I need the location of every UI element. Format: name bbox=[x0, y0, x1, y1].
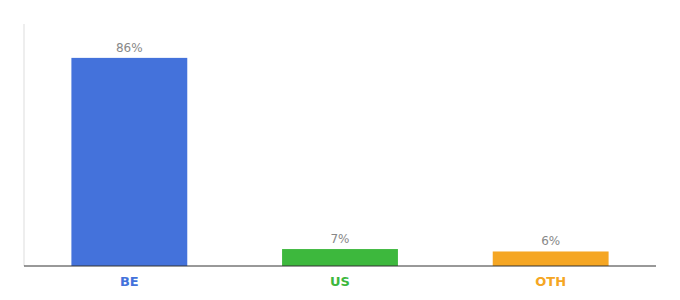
bar bbox=[71, 58, 187, 266]
data-label: 6% bbox=[541, 234, 560, 248]
data-label: 7% bbox=[330, 232, 349, 246]
x-tick-label: OTH bbox=[535, 274, 566, 289]
bar bbox=[282, 249, 398, 266]
data-label: 86% bbox=[116, 41, 143, 55]
bars bbox=[71, 58, 608, 266]
x-axis-line bbox=[24, 266, 656, 267]
chart: 86% 7% 6% BE US OTH bbox=[0, 0, 680, 300]
x-tick-label: BE bbox=[120, 274, 139, 289]
x-tick-label: US bbox=[330, 274, 350, 289]
chart-container: 86% 7% 6% BE US OTH bbox=[0, 0, 680, 300]
bar bbox=[493, 251, 609, 266]
y-axis-line bbox=[24, 24, 25, 266]
